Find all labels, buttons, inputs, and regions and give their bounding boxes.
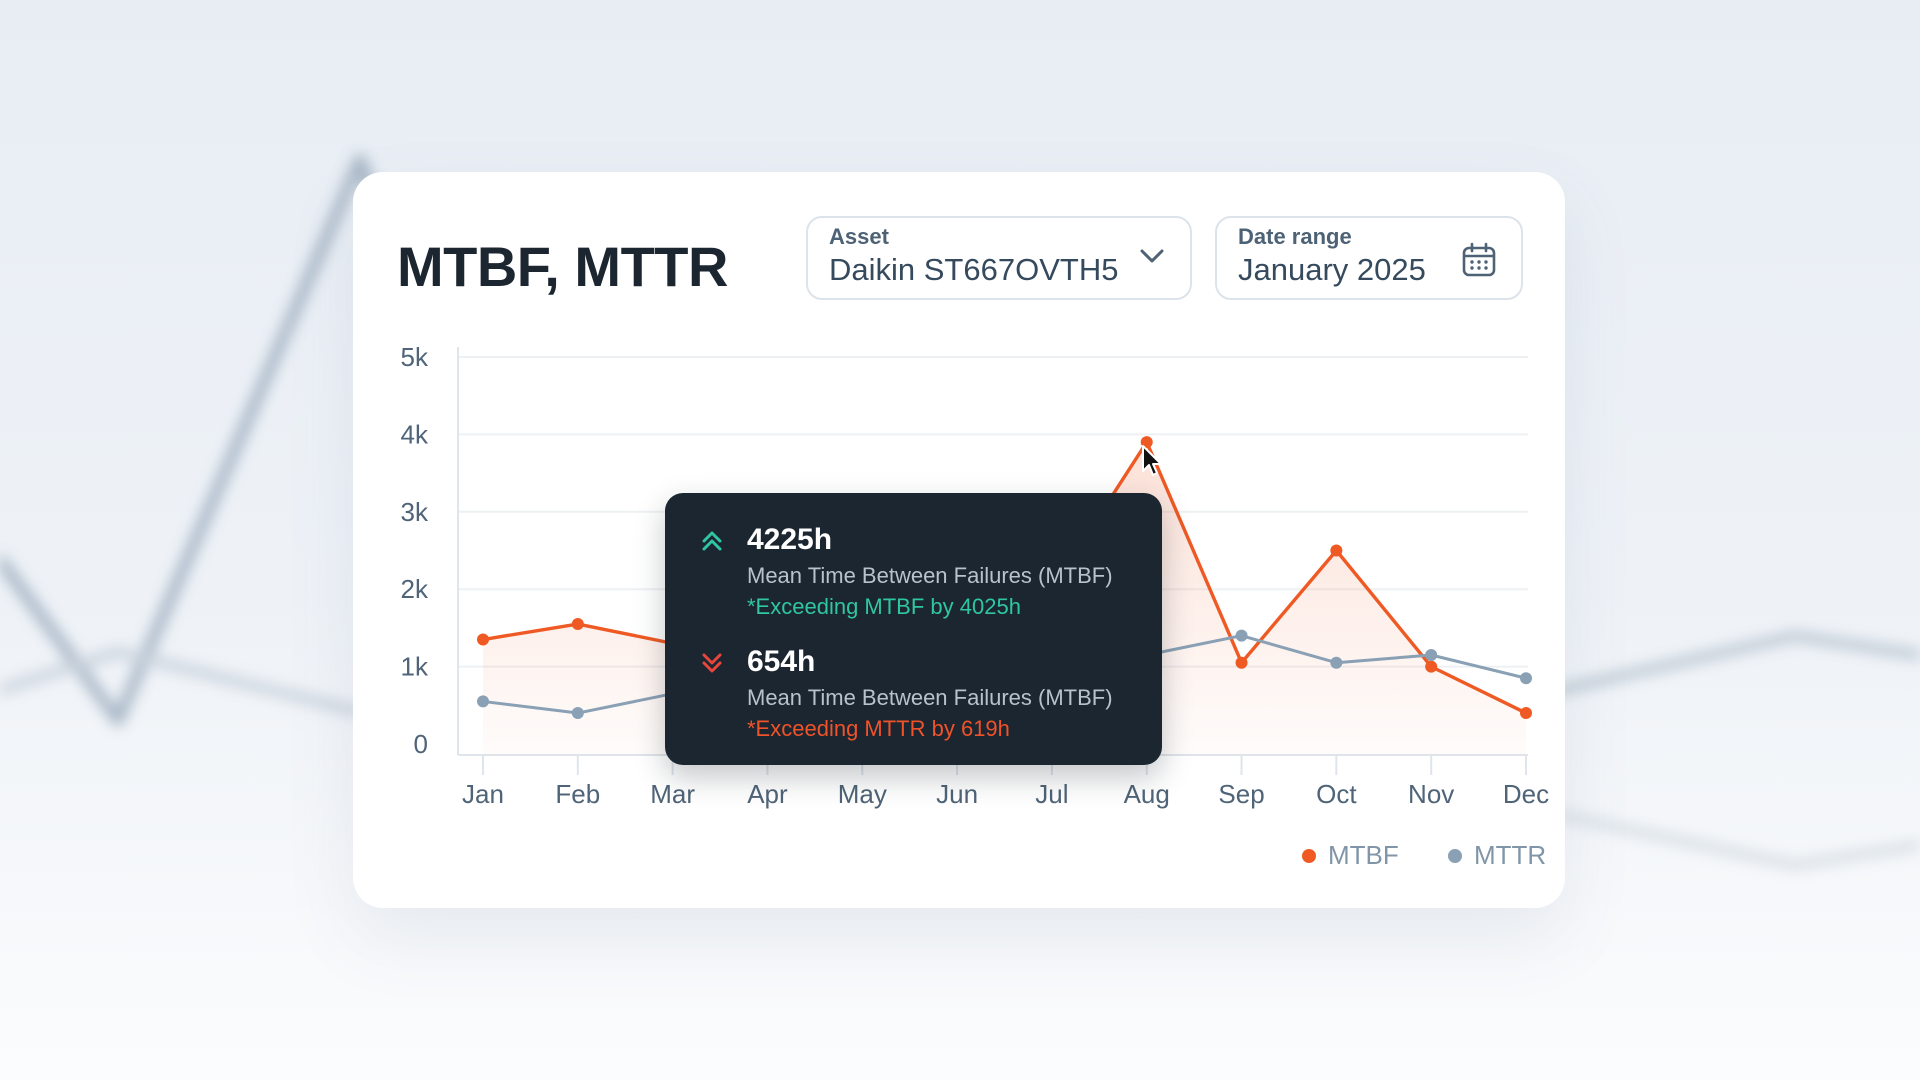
date-range-label: Date range [1238,224,1352,249]
tooltip-secondary-value: 654h [747,645,816,678]
x-tick-label: Dec [1503,779,1549,809]
data-point-mtbf-dec [1520,707,1532,720]
data-point-mtbf-nov [1425,660,1438,673]
x-tick-label: Nov [1408,779,1454,809]
data-point-mttr-sep [1235,629,1248,642]
mouse-cursor-icon [1142,445,1162,476]
y-tick-label: 5k [401,342,429,372]
date-range-picker[interactable]: Date range January 2025 [1215,216,1523,300]
tooltip-secondary-label: Mean Time Between Failures (MTBF) [747,685,1113,710]
data-point-mtbf-jan [477,633,489,646]
x-tick-label: Jul [1035,779,1068,809]
x-tick-label: Feb [555,779,600,809]
calendar-icon [1462,242,1496,277]
x-tick-label: Mar [650,779,695,809]
chevron-down-icon [1140,249,1164,263]
legend-label-mtbf: MTBF [1328,840,1399,870]
legend-label-mttr: MTTR [1474,840,1547,870]
asset-select[interactable]: Asset Daikin ST667OVTH5 [806,216,1192,300]
legend-item-mttr[interactable]: MTTR [1448,840,1546,871]
data-point-mttr-dec [1520,672,1532,685]
tooltip-primary-value: 4225h [747,523,833,556]
legend-item-mtbf[interactable]: MTBF [1302,840,1399,871]
y-tick-label: 0 [414,729,428,759]
legend-dot-mtbf [1302,848,1316,863]
legend-dot-mttr [1448,848,1462,863]
y-tick-label: 4k [401,419,429,449]
asset-label: Asset [829,224,889,249]
double-chevron-up-icon [702,531,722,551]
y-tick-label: 3k [401,497,429,527]
mtbf-mttr-card: MTBF, MTTR Asset Daikin ST667OVTH5 Date … [353,172,1565,908]
data-point-mtbf-feb [571,618,584,631]
data-point-mttr-nov [1425,648,1438,661]
data-point-mttr-oct [1330,656,1343,669]
data-point-mtbf-oct [1330,544,1343,557]
data-point-mttr-feb [571,707,584,720]
data-point-mttr-jan [477,695,489,708]
double-chevron-down-icon [702,653,722,673]
x-tick-label: Sep [1218,779,1264,809]
data-point-mtbf-aug [1140,436,1153,449]
y-tick-label: 1k [401,652,429,682]
chart-tooltip: 4225h Mean Time Between Failures (MTBF) … [665,493,1162,765]
x-tick-label: Jun [936,779,978,809]
date-range-value: January 2025 [1238,252,1426,287]
x-tick-label: Jan [462,779,504,809]
page-title: MTBF, MTTR [397,235,728,298]
data-point-mtbf-sep [1235,656,1248,669]
x-tick-label: Oct [1316,779,1357,809]
tooltip-primary-label: Mean Time Between Failures (MTBF) [747,563,1113,588]
x-tick-label: May [838,779,887,809]
x-tick-label: Aug [1124,779,1170,809]
asset-value: Daikin ST667OVTH5 [829,252,1119,287]
tooltip-primary-note: *Exceeding MTBF by 4025h [747,594,1021,619]
y-tick-label: 2k [401,574,429,604]
x-tick-label: Apr [747,779,788,809]
tooltip-secondary-note: *Exceeding MTTR by 619h [747,716,1010,741]
